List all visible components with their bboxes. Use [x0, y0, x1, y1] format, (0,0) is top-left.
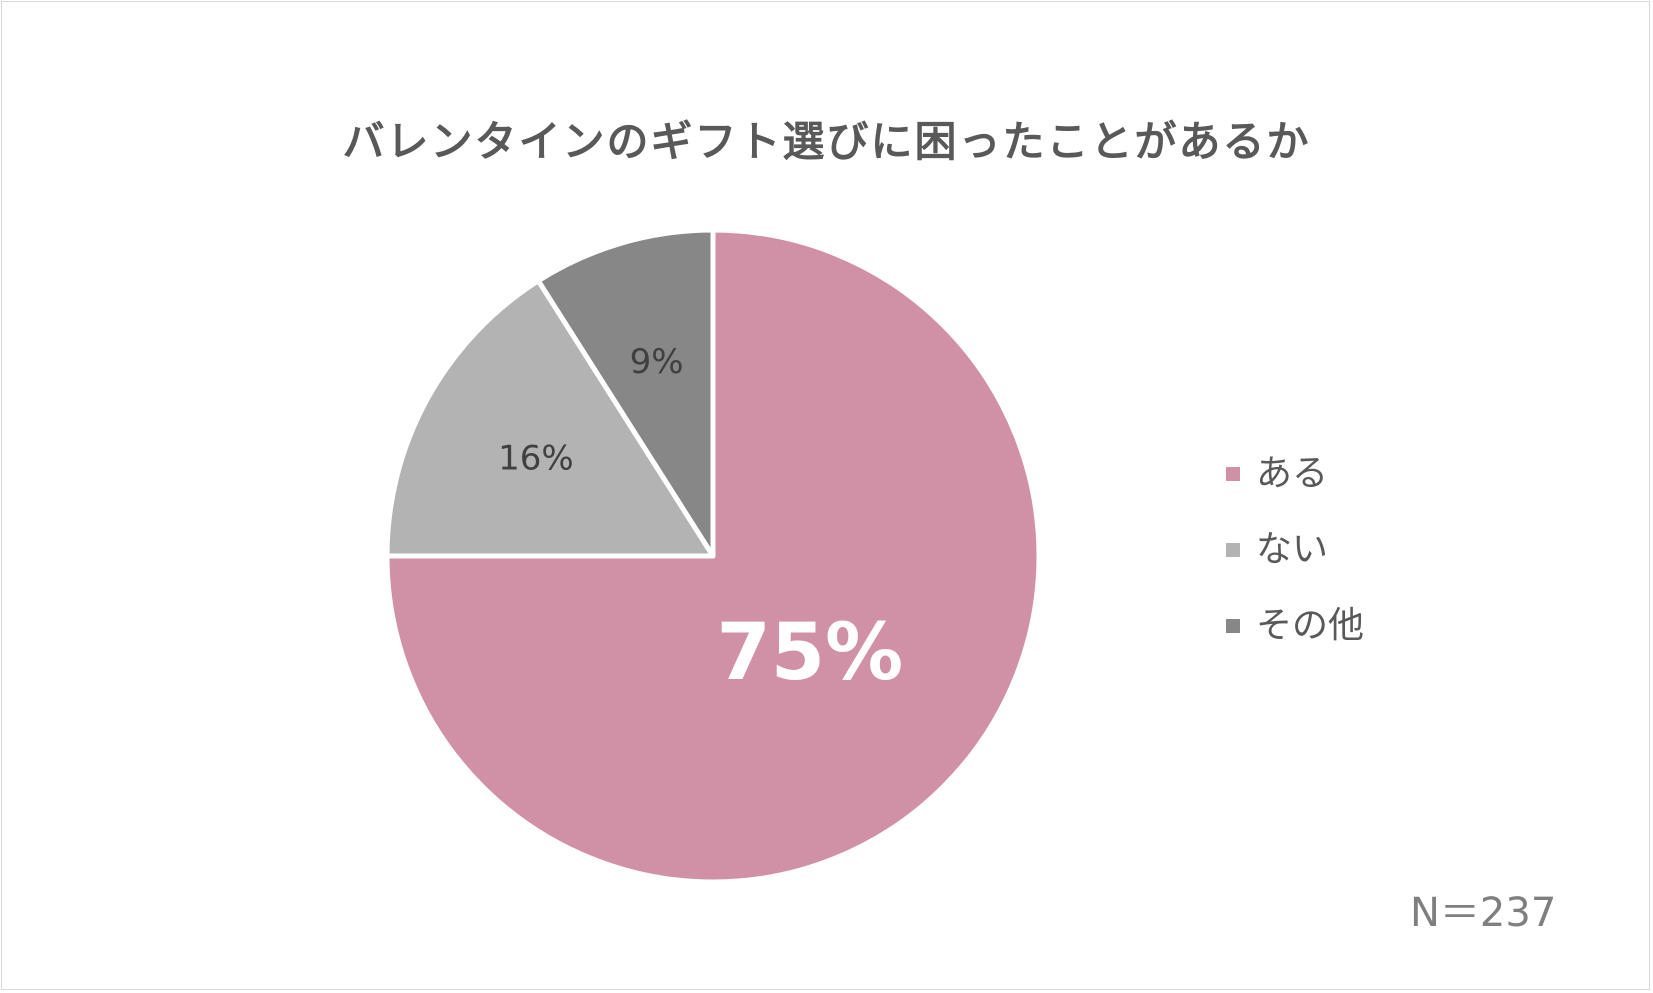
legend-label-aru: ある [1256, 453, 1329, 494]
chart-title: バレンタインのギフト選びに困ったことがあるか [342, 117, 1311, 166]
legend-swatch-nai [1226, 543, 1240, 557]
pie-slice-nai [384, 278, 716, 559]
legend-item-nai: ない [1226, 512, 1364, 588]
pie-slice-aru [384, 227, 1042, 885]
legend-label-sonota: その他 [1256, 605, 1365, 646]
pie-slice-sonota [535, 227, 716, 559]
slice-label-nai: 16% [498, 439, 574, 479]
chart-legend: ある ない その他 [1226, 436, 1364, 664]
slice-label-aru: 75% [716, 608, 903, 698]
legend-item-sonota: その他 [1226, 588, 1364, 664]
pie-slice-labels: 75% 16% 9% [498, 342, 903, 698]
legend-swatch-sonota [1226, 619, 1240, 633]
legend-item-aru: ある [1226, 436, 1364, 512]
slice-label-sonota: 9% [630, 342, 684, 382]
legend-label-nai: ない [1256, 529, 1329, 570]
sample-size-note: N＝237 [1410, 890, 1557, 936]
legend-swatch-aru [1226, 467, 1240, 481]
pie-slices [384, 227, 1042, 885]
